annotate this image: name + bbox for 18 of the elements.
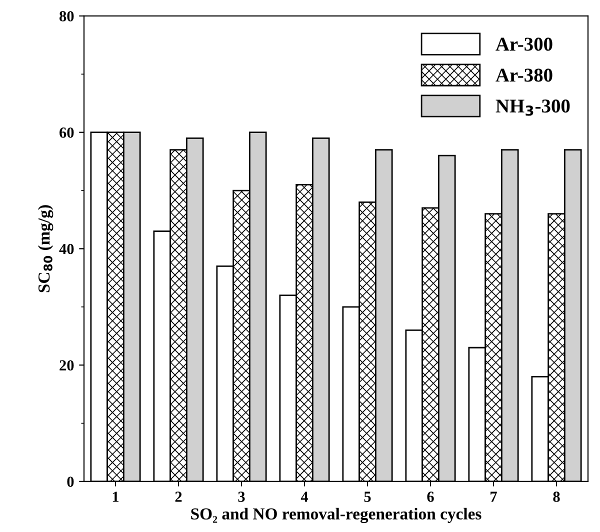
x-tick-label: 6 <box>427 492 434 502</box>
x-tick-label: 3 <box>238 492 245 502</box>
y-tick-label: 0 <box>67 476 74 487</box>
legend-label: Ar-300 <box>496 38 552 51</box>
legend-label: NH$_{3}$-300 <box>496 99 570 116</box>
y-tick-label: 20 <box>60 360 74 371</box>
x-axis-title: SO₂ and NO removal-regeneration cycles <box>191 508 482 524</box>
y-tick-label: 80 <box>60 11 74 22</box>
x-tick-label: 1 <box>112 492 119 502</box>
x-tick-label: 4 <box>300 492 308 502</box>
x-tick-label: 2 <box>175 492 182 502</box>
y-tick-label: 40 <box>59 244 74 254</box>
x-tick-label: 7 <box>490 492 497 502</box>
legend-label: Ar-380 <box>496 68 552 82</box>
x-tick-label: 5 <box>364 492 371 502</box>
x-tick-label: 8 <box>553 492 560 502</box>
y-tick-label: 60 <box>60 127 74 138</box>
y-axis-title: SC$_{80}$ (mg/g) <box>38 205 54 292</box>
